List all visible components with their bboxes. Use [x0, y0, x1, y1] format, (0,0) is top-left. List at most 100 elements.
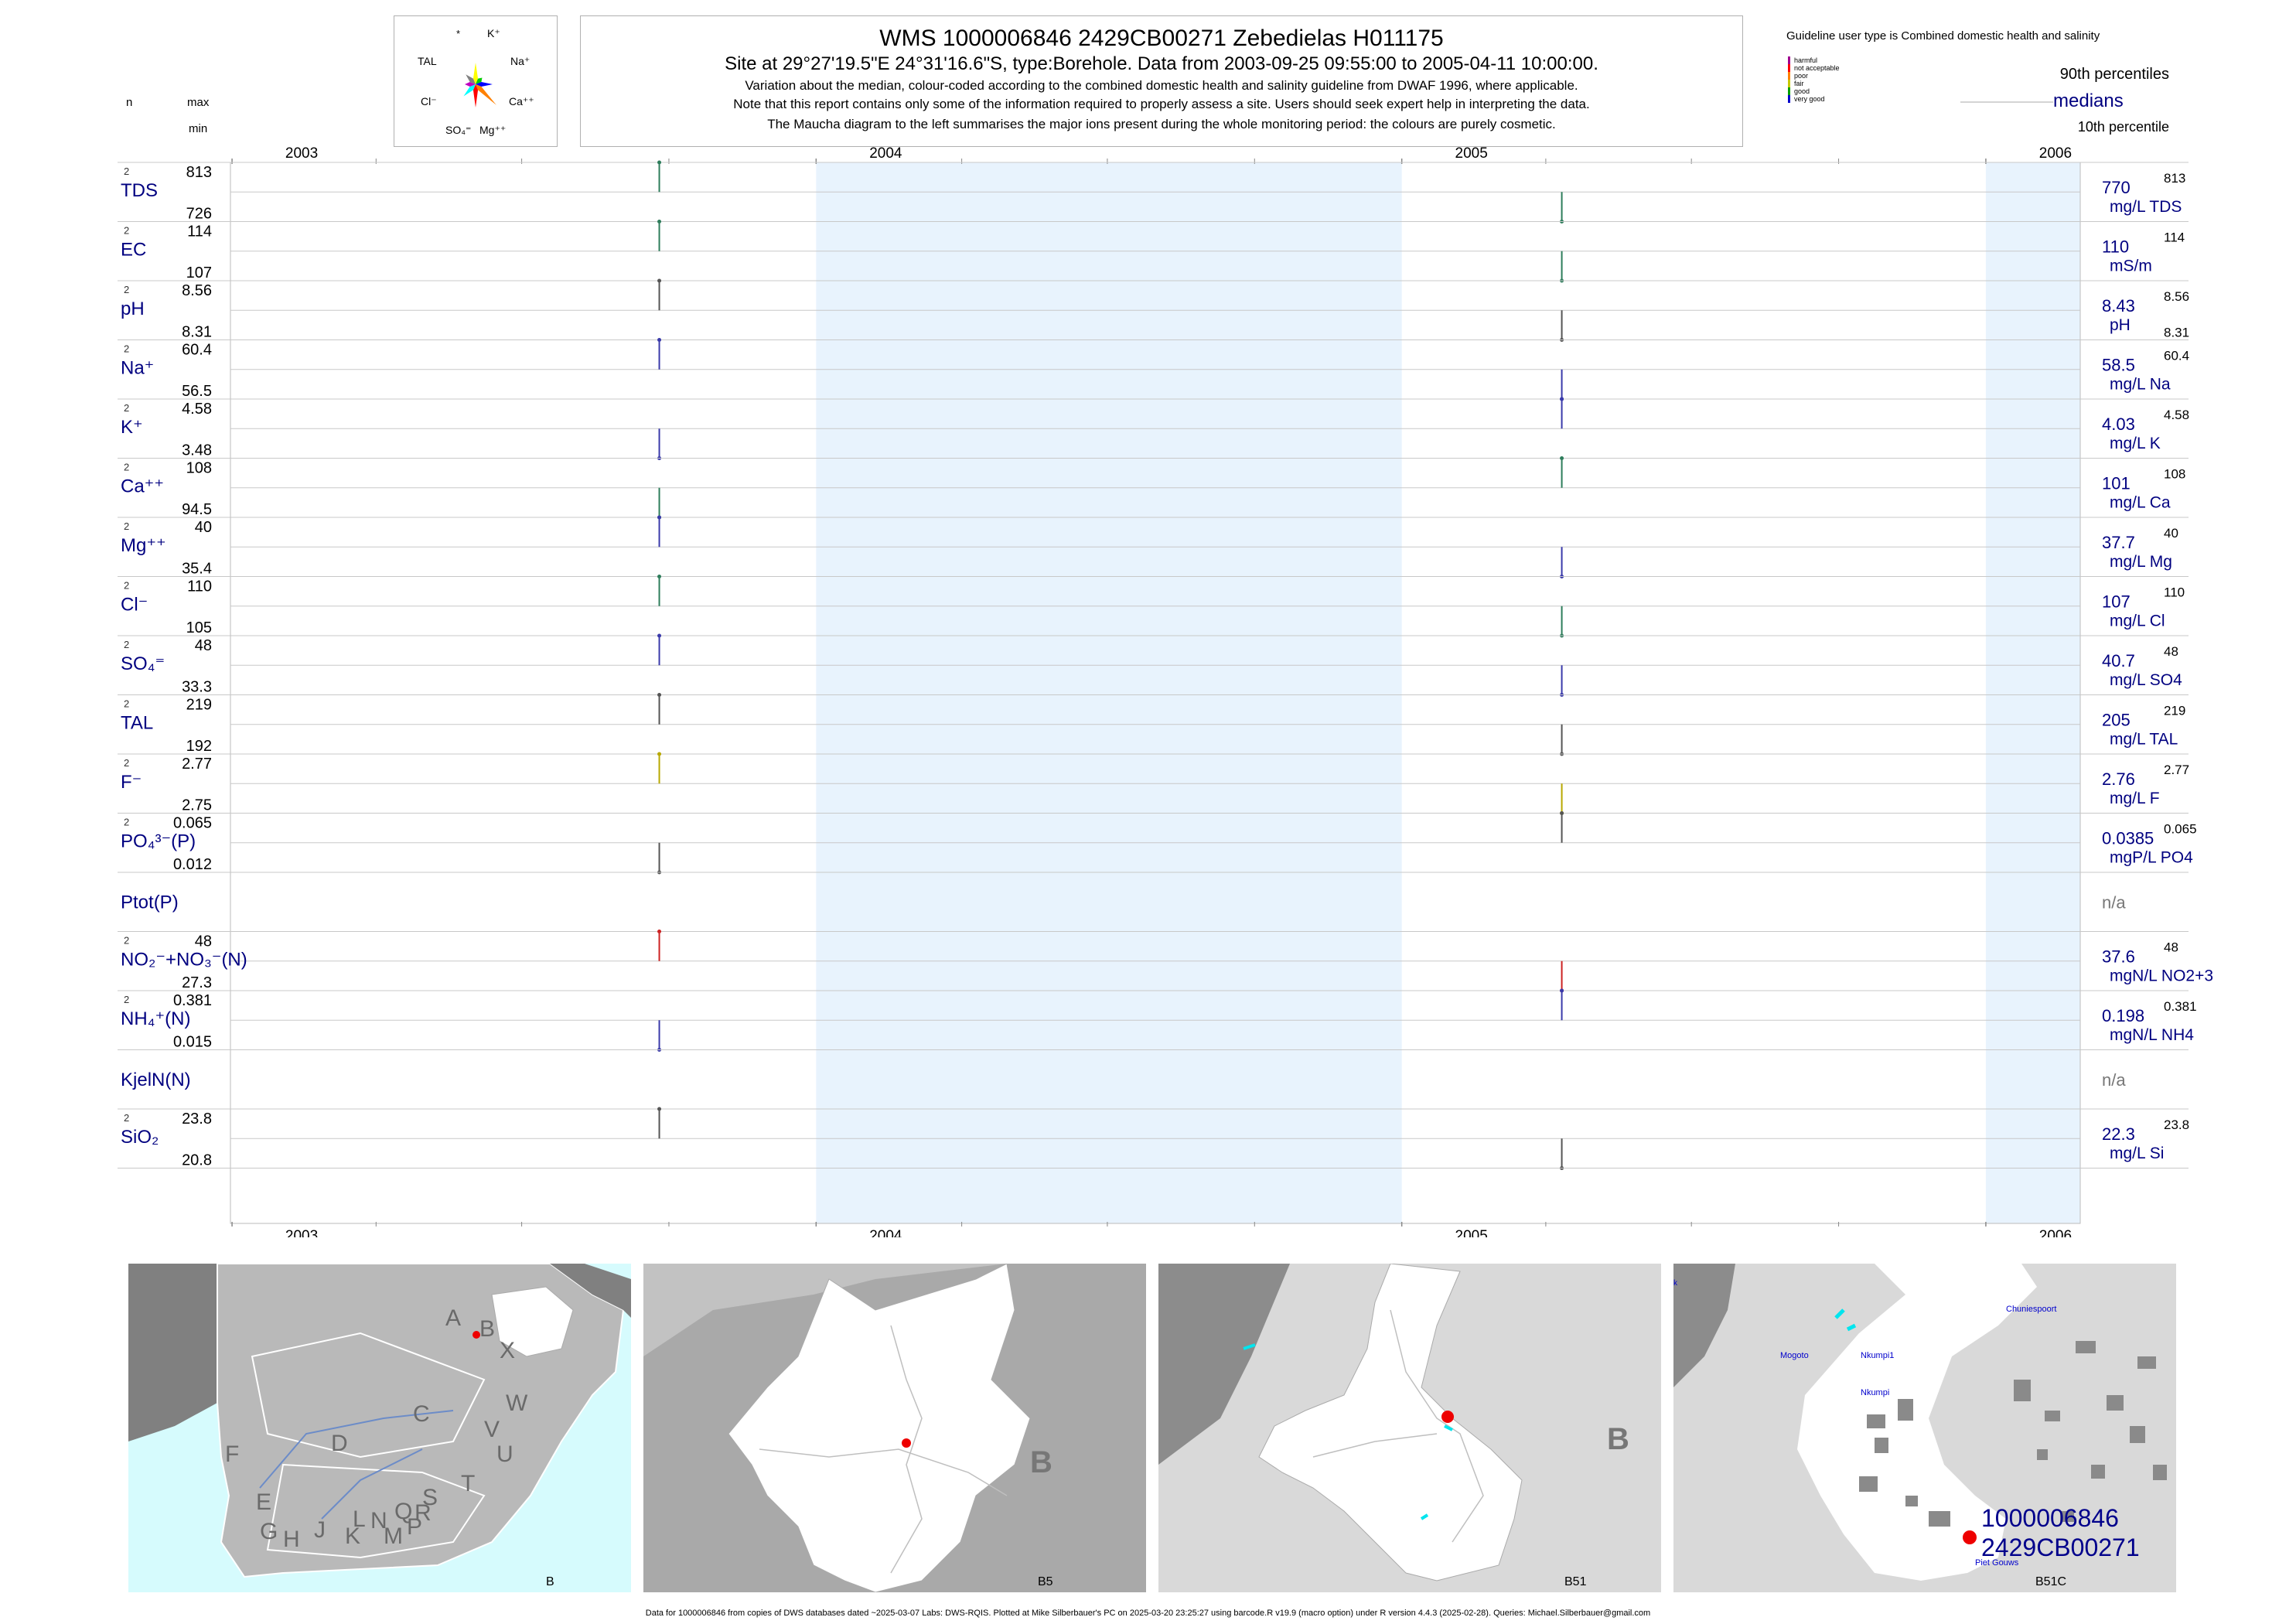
map-label: B51 — [1564, 1575, 1587, 1588]
guideline-category-label: not acceptable — [1794, 64, 1840, 72]
map-label: B5 — [1038, 1575, 1053, 1588]
guideline-category-label: fair — [1794, 80, 1804, 87]
p90-label: 90th percentiles — [2060, 66, 2169, 83]
map-region-letter: F — [225, 1441, 239, 1467]
median-value: 110 — [2102, 237, 2129, 257]
sample-point — [657, 160, 662, 165]
x-tick-label: 2006 — [2039, 145, 2072, 162]
max-value: 48 — [195, 933, 212, 950]
max-value: 48 — [195, 637, 212, 654]
guideline-swatch — [1788, 56, 1790, 64]
min-value: 726 — [186, 206, 212, 223]
sample-count: 2 — [124, 994, 129, 1005]
x-tick-label: 2003 — [285, 145, 318, 162]
col-header-n: n — [126, 96, 133, 109]
sample-count: 2 — [124, 580, 129, 592]
unit-label: mg/L F — [2110, 790, 2160, 807]
p90-value: 0.381 — [2164, 999, 2197, 1014]
min-value: 192 — [186, 738, 212, 755]
map-region-letter: D — [331, 1431, 348, 1456]
p90-value: 108 — [2164, 467, 2185, 482]
min-value: 0.012 — [173, 856, 212, 873]
series-name: SiO₂ — [121, 1127, 159, 1148]
unit-label: mgN/L NO2+3 — [2110, 967, 2213, 985]
median-value: 22.3 — [2102, 1124, 2135, 1144]
map-region-letter: R — [415, 1500, 432, 1526]
maucha-label: TAL — [418, 55, 437, 67]
map-label: B — [546, 1575, 554, 1588]
x-tick-label: 2004 — [869, 145, 902, 162]
map-region-letter: C — [413, 1401, 430, 1427]
page-title: WMS 1000006846 2429CB00271 Zebedielas H0… — [879, 26, 1444, 51]
maucha-diagram: * K⁺ TAL Na⁺ Cl⁻ Ca⁺⁺ SO₄⁼ Mg⁺⁺ — [418, 27, 534, 136]
max-value: 8.56 — [182, 282, 212, 299]
guideline-category-label: poor — [1794, 72, 1808, 80]
map-region-letter: P — [407, 1514, 422, 1540]
series-name: SO₄⁼ — [121, 653, 165, 674]
sample-point — [657, 633, 662, 638]
map-place: Piet Gouws — [1975, 1558, 2019, 1568]
year-band — [816, 162, 1402, 1223]
sample-point — [657, 693, 662, 697]
unit-label: pH — [2110, 316, 2131, 334]
map-region-letter: T — [461, 1471, 475, 1496]
maucha-label: Mg⁺⁺ — [479, 124, 506, 136]
median-value: 107 — [2102, 592, 2131, 612]
sample-point — [1560, 988, 1564, 993]
map-region-letter: N — [370, 1508, 387, 1534]
max-value: 219 — [186, 697, 212, 714]
col-header-max: max — [187, 96, 210, 109]
sample-point — [657, 1107, 662, 1111]
maucha-label: Ca⁺⁺ — [509, 95, 534, 107]
map-b5: B B5 — [643, 1264, 1146, 1592]
sample-count: 2 — [124, 165, 129, 177]
series-name: F⁻ — [121, 772, 142, 793]
series-name: K⁺ — [121, 417, 143, 438]
unit-label: mg/L K — [2110, 435, 2161, 452]
series-name: NH₄⁺(N) — [121, 1008, 190, 1029]
min-value: 105 — [186, 619, 212, 636]
map-canvas: k Chuniespoort Mogoto Nkumpi1 Nkumpi Pie… — [1673, 1264, 2167, 1588]
p90-value: 219 — [2164, 704, 2185, 718]
max-value: 23.8 — [182, 1111, 212, 1128]
year-band — [1985, 162, 2080, 1223]
map-region-letter: M — [384, 1523, 403, 1549]
sample-count: 2 — [124, 757, 129, 769]
median-value: 0.198 — [2102, 1006, 2144, 1025]
page-subtitle: Site at 29°27'19.5"E 24°31'16.6"S, type:… — [725, 53, 1598, 74]
p90-value: 110 — [2164, 585, 2185, 600]
maucha-wedge — [476, 77, 483, 84]
p90-value: 8.56 — [2164, 289, 2189, 304]
min-value: 0.015 — [173, 1034, 212, 1051]
guideline-swatch — [1788, 87, 1790, 95]
map-region-letter: B — [479, 1316, 495, 1342]
sample-count: 2 — [124, 462, 129, 473]
map-canvas: B B5 — [643, 1264, 1146, 1592]
max-value: 4.58 — [182, 401, 212, 418]
note-line: Variation about the median, colour-coded… — [745, 78, 1578, 93]
map-region-letter: Q — [394, 1499, 412, 1524]
series-name: TAL — [121, 713, 153, 734]
map-big-letter: B — [1030, 1445, 1052, 1479]
p90-value: 2.77 — [2164, 763, 2189, 777]
maucha-wedge — [465, 81, 476, 87]
min-value: 56.5 — [182, 383, 212, 400]
max-value: 0.065 — [173, 815, 212, 832]
series-name: TDS — [121, 180, 158, 201]
max-value: 2.77 — [182, 756, 212, 773]
maucha-label: Cl⁻ — [421, 95, 437, 107]
sample-point — [657, 338, 662, 342]
map-region-letter: K — [345, 1523, 360, 1549]
series-name: Ca⁺⁺ — [121, 476, 164, 497]
map-b51c: k Chuniespoort Mogoto Nkumpi1 Nkumpi Pie… — [1673, 1264, 2176, 1592]
maucha-wedge — [473, 84, 479, 107]
x-tick-label: 2003 — [285, 1228, 318, 1237]
guideline-title: Guideline user type is Combined domestic… — [1786, 29, 2100, 43]
unit-label: mg/L Ca — [2110, 494, 2171, 512]
unit-label: mS/m — [2110, 258, 2152, 275]
sample-count: 2 — [124, 817, 129, 828]
series-name: KjelN(N) — [121, 1070, 191, 1090]
p90-value: 0.065 — [2164, 822, 2197, 837]
median-value: 40.7 — [2102, 651, 2135, 670]
